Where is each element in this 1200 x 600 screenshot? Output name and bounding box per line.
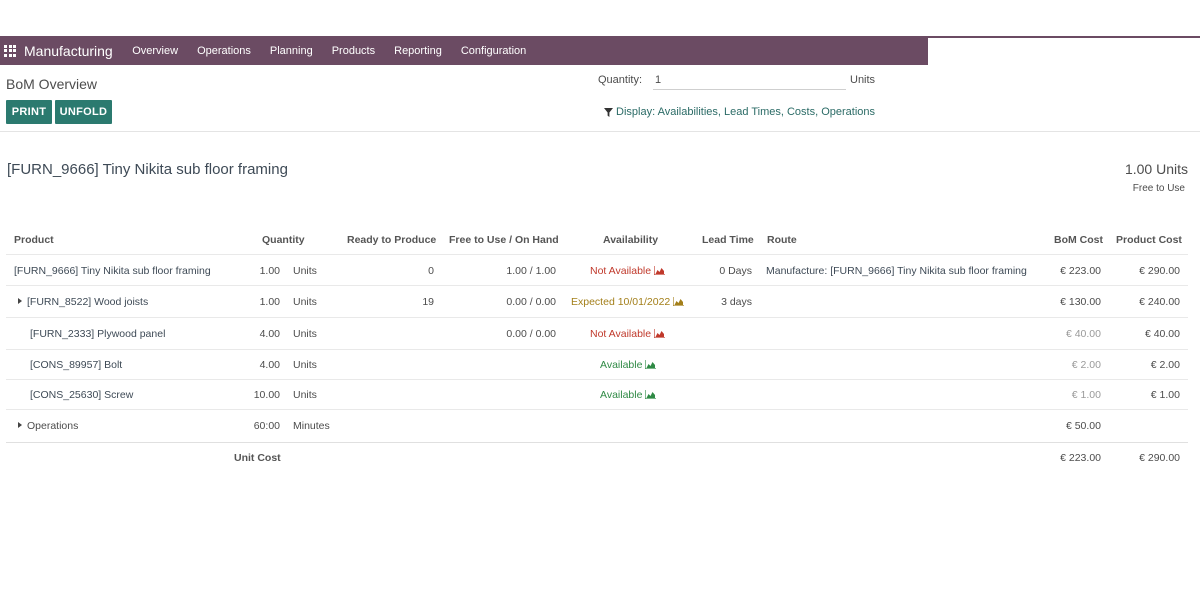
unit-cost-divider bbox=[6, 442, 1188, 443]
availability-label: Available bbox=[600, 359, 642, 371]
page-title: BoM Overview bbox=[6, 76, 97, 92]
top-navbar: Manufacturing Overview Operations Planni… bbox=[0, 36, 928, 65]
display-filter-dropdown[interactable]: Display: Availabilities, Lead Times, Cos… bbox=[604, 106, 875, 118]
header-quantity: Quantity bbox=[262, 234, 305, 246]
operations-label: Operations bbox=[27, 420, 78, 432]
row-bom-cost: € 223.00 bbox=[1060, 265, 1101, 277]
row-bom-cost: € 130.00 bbox=[1060, 296, 1101, 308]
row-availability: Expected 10/01/2022 bbox=[571, 296, 684, 308]
row-product-name: [FURN_8522] Wood joists bbox=[27, 296, 148, 308]
header-ready-to-produce: Ready to Produce bbox=[347, 234, 436, 246]
menu-configuration[interactable]: Configuration bbox=[451, 45, 535, 57]
row-availability: Available bbox=[600, 359, 656, 371]
row-ready: 19 bbox=[422, 296, 434, 308]
header-lead-time: Lead Time bbox=[702, 234, 754, 246]
row-product-cost: € 1.00 bbox=[1151, 389, 1180, 401]
operations-row: Operations 60:00 Minutes € 50.00 bbox=[6, 410, 1188, 442]
menu-products[interactable]: Products bbox=[322, 45, 384, 57]
row-product-link[interactable]: [FURN_8522] Wood joists bbox=[18, 296, 148, 308]
row-free-on-hand: 0.00 / 0.00 bbox=[506, 328, 556, 340]
forecast-chart-icon[interactable] bbox=[645, 360, 656, 369]
quantity-input[interactable] bbox=[653, 70, 846, 90]
row-product-cost: € 290.00 bbox=[1139, 265, 1180, 277]
product-title[interactable]: [FURN_9666] Tiny Nikita sub floor framin… bbox=[7, 161, 288, 178]
menu-planning[interactable]: Planning bbox=[260, 45, 322, 57]
row-bom-cost: € 40.00 bbox=[1066, 328, 1101, 340]
row-bom-cost: € 1.00 bbox=[1072, 389, 1101, 401]
print-button[interactable]: PRINT bbox=[6, 100, 52, 124]
row-qty: 4.00 bbox=[260, 359, 280, 371]
unfold-button[interactable]: UNFOLD bbox=[55, 100, 112, 124]
row-qty: 1.00 bbox=[260, 296, 280, 308]
navbar-edge-line bbox=[928, 36, 1200, 38]
table-row: [FURN_8522] Wood joists 1.00 Units 19 0.… bbox=[6, 286, 1188, 318]
table-row: [FURN_2333] Plywood panel 4.00 Units 0.0… bbox=[6, 318, 1188, 350]
row-qty: 10.00 bbox=[254, 389, 280, 401]
header-route: Route bbox=[767, 234, 797, 246]
forecast-chart-icon[interactable] bbox=[654, 329, 665, 338]
row-qty: 4.00 bbox=[260, 328, 280, 340]
header-product: Product bbox=[14, 234, 54, 246]
free-to-use-label: Free to Use bbox=[1133, 183, 1185, 194]
row-availability: Not Available bbox=[590, 265, 665, 277]
app-brand[interactable]: Manufacturing bbox=[24, 43, 113, 59]
row-unit: Units bbox=[293, 265, 317, 277]
row-product-link[interactable]: [CONS_89957] Bolt bbox=[30, 359, 122, 371]
forecast-chart-icon[interactable] bbox=[654, 266, 665, 275]
row-unit: Units bbox=[293, 328, 317, 340]
menu-operations[interactable]: Operations bbox=[188, 45, 261, 57]
header-divider bbox=[6, 254, 1188, 255]
unit-cost-product: € 290.00 bbox=[1139, 452, 1180, 464]
row-unit: Units bbox=[293, 389, 317, 401]
row-unit: Units bbox=[293, 296, 317, 308]
availability-label: Not Available bbox=[590, 265, 651, 277]
row-lead-time: 3 days bbox=[721, 296, 752, 308]
header-availability: Availability bbox=[603, 234, 658, 246]
menu-reporting[interactable]: Reporting bbox=[385, 45, 452, 57]
quantity-label: Quantity: bbox=[598, 74, 642, 86]
table-row: [CONS_89957] Bolt 4.00 Units Available €… bbox=[6, 350, 1188, 380]
expand-caret-icon[interactable] bbox=[18, 422, 22, 428]
row-product-cost: € 240.00 bbox=[1139, 296, 1180, 308]
row-ready: 0 bbox=[428, 265, 434, 277]
table-row: [FURN_9666] Tiny Nikita sub floor framin… bbox=[6, 256, 1188, 286]
expand-caret-icon[interactable] bbox=[18, 298, 22, 304]
control-panel: BoM Overview PRINT UNFOLD Quantity: Unit… bbox=[0, 65, 1200, 132]
row-qty: 1.00 bbox=[260, 265, 280, 277]
row-availability: Not Available bbox=[590, 328, 665, 340]
forecast-chart-icon[interactable] bbox=[645, 390, 656, 399]
row-route-link[interactable]: Manufacture: [FURN_9666] Tiny Nikita sub… bbox=[766, 265, 1027, 277]
row-product-cost: € 40.00 bbox=[1145, 328, 1180, 340]
product-quantity: 1.00 Units bbox=[1125, 161, 1188, 177]
operations-bom-cost: € 50.00 bbox=[1066, 420, 1101, 432]
menu-overview[interactable]: Overview bbox=[123, 45, 188, 57]
row-lead-time: 0 Days bbox=[719, 265, 752, 277]
display-filter-label: Display: Availabilities, Lead Times, Cos… bbox=[616, 106, 875, 118]
apps-menu-icon[interactable] bbox=[4, 45, 16, 57]
header-bom-cost: BoM Cost bbox=[1054, 234, 1103, 246]
operations-duration: 60:00 bbox=[254, 420, 280, 432]
row-free-on-hand: 0.00 / 0.00 bbox=[506, 296, 556, 308]
availability-label: Available bbox=[600, 389, 642, 401]
table-row: [CONS_25630] Screw 10.00 Units Available… bbox=[6, 380, 1188, 410]
availability-label: Expected 10/01/2022 bbox=[571, 296, 670, 308]
row-product-link[interactable]: [CONS_25630] Screw bbox=[30, 389, 133, 401]
unit-cost-bom: € 223.00 bbox=[1060, 452, 1101, 464]
row-availability: Available bbox=[600, 389, 656, 401]
header-product-cost: Product Cost bbox=[1116, 234, 1182, 246]
row-product-cost: € 2.00 bbox=[1151, 359, 1180, 371]
filter-icon bbox=[604, 108, 613, 117]
row-product-link[interactable]: [FURN_9666] Tiny Nikita sub floor framin… bbox=[14, 265, 211, 277]
operations-toggle[interactable]: Operations bbox=[18, 420, 78, 432]
operations-unit: Minutes bbox=[293, 420, 330, 432]
quantity-unit: Units bbox=[850, 74, 875, 86]
row-product-link[interactable]: [FURN_2333] Plywood panel bbox=[30, 328, 165, 340]
unit-cost-label: Unit Cost bbox=[234, 452, 281, 464]
row-unit: Units bbox=[293, 359, 317, 371]
availability-label: Not Available bbox=[590, 328, 651, 340]
forecast-chart-icon[interactable] bbox=[673, 297, 684, 306]
row-bom-cost: € 2.00 bbox=[1072, 359, 1101, 371]
row-free-on-hand: 1.00 / 1.00 bbox=[506, 265, 556, 277]
header-free-on-hand: Free to Use / On Hand bbox=[449, 234, 559, 246]
